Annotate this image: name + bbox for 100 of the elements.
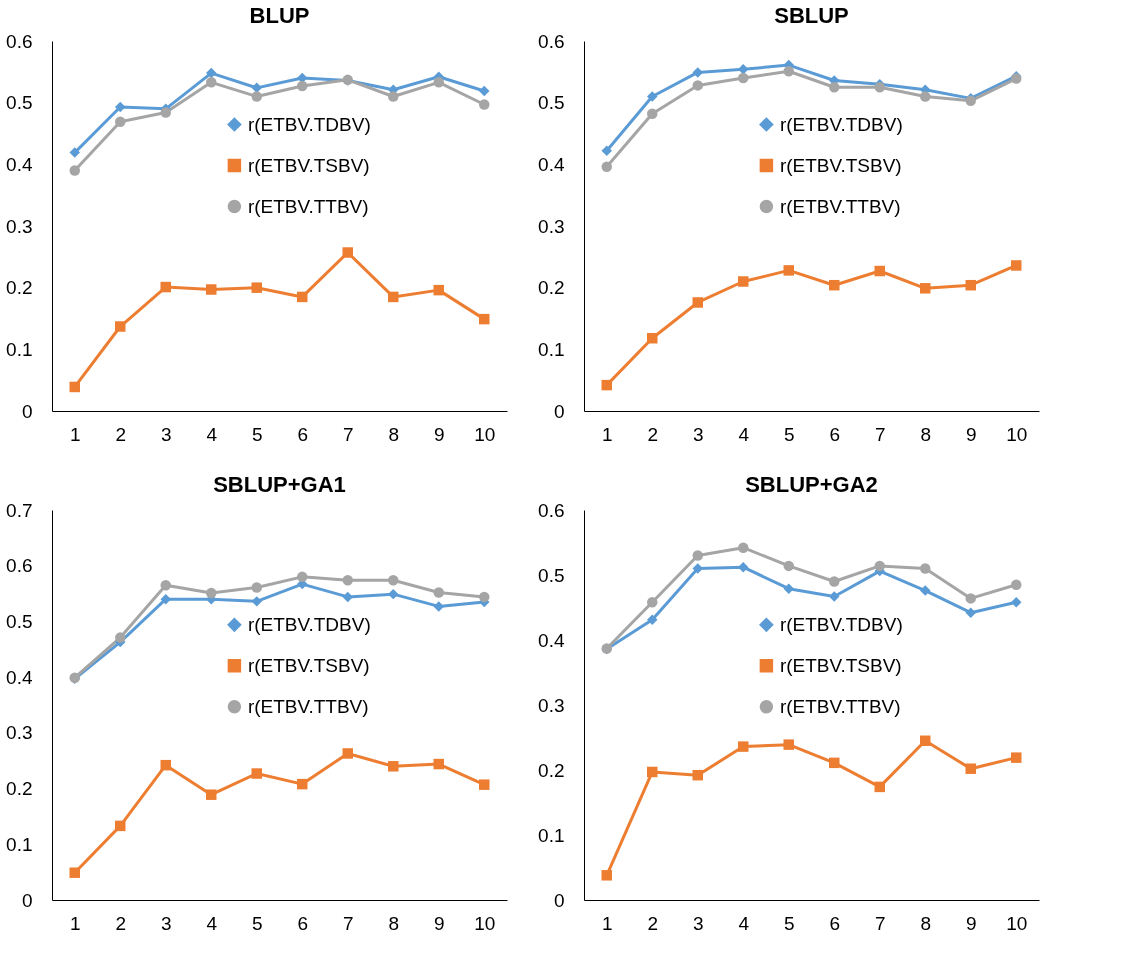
y-tick-label: 0 xyxy=(21,889,33,911)
y-tick-label: 0.2 xyxy=(538,759,565,781)
legend-label: r(ETBV.TDBV) xyxy=(779,113,903,135)
point xyxy=(647,332,658,344)
point xyxy=(251,282,262,293)
point xyxy=(69,165,80,176)
point xyxy=(115,632,126,643)
y-tick-label: 0.3 xyxy=(538,694,565,716)
x-tick-label: 2 xyxy=(647,912,659,934)
legend-label: r(ETBV.TTBV) xyxy=(779,695,901,717)
point xyxy=(115,820,126,832)
y-tick-label: 0.5 xyxy=(538,92,565,114)
point xyxy=(160,107,171,118)
point xyxy=(115,101,126,113)
y-tick-label: 0.6 xyxy=(6,30,33,52)
point xyxy=(647,91,658,102)
point xyxy=(251,768,262,779)
point xyxy=(965,763,976,774)
x-tick-label: 5 xyxy=(251,912,263,934)
point xyxy=(433,77,444,88)
x-tick-label: 9 xyxy=(433,912,445,934)
legend-label: r(ETBV.TTBV) xyxy=(247,195,369,217)
chart-title: SBLUP xyxy=(774,3,849,28)
legend-label: r(ETBV.TSBV) xyxy=(247,154,370,176)
point xyxy=(738,72,749,84)
x-tick-label: 2 xyxy=(115,423,127,445)
y-tick-label: 0.1 xyxy=(538,824,565,846)
y-tick-label: 0.1 xyxy=(6,338,33,360)
point xyxy=(783,739,794,750)
point xyxy=(206,67,217,79)
x-tick-label: 6 xyxy=(829,912,841,934)
point xyxy=(160,593,171,605)
point xyxy=(160,759,171,771)
point xyxy=(965,593,976,604)
chart-title: BLUP xyxy=(249,3,310,28)
x-tick-label: 5 xyxy=(783,912,795,934)
y-tick-label: 0 xyxy=(553,400,565,422)
legend-label: r(ETBV.TSBV) xyxy=(779,654,902,676)
x-tick-label: 2 xyxy=(647,423,659,445)
x-tick-label: 8 xyxy=(388,912,400,934)
legend-label: r(ETBV.TDBV) xyxy=(247,613,371,635)
point xyxy=(874,781,885,793)
point xyxy=(479,591,490,603)
y-tick-label: 0.4 xyxy=(538,153,565,175)
x-tick-label: 4 xyxy=(738,423,750,445)
y-tick-label: 0 xyxy=(21,400,33,422)
y-tick-label: 0.4 xyxy=(6,153,33,175)
point xyxy=(920,563,931,574)
y-tick-label: 0.7 xyxy=(6,499,33,521)
point xyxy=(601,145,612,157)
point xyxy=(738,561,749,573)
x-tick-label: 8 xyxy=(920,912,932,934)
point xyxy=(692,550,703,561)
point xyxy=(160,579,171,591)
legend-label: r(ETBV.TDBV) xyxy=(779,613,903,635)
point xyxy=(647,766,658,778)
point xyxy=(433,601,444,612)
point xyxy=(433,587,444,598)
point xyxy=(388,291,399,303)
y-tick-label: 0.5 xyxy=(538,564,565,586)
point xyxy=(647,108,658,119)
y-tick-label: 0.4 xyxy=(6,666,33,688)
x-tick-label: 1 xyxy=(69,912,81,934)
point xyxy=(251,582,262,593)
point xyxy=(433,284,444,296)
point xyxy=(692,67,703,78)
point xyxy=(297,80,308,92)
legend-label: r(ETBV.TTBV) xyxy=(779,195,901,217)
point xyxy=(388,761,399,772)
point xyxy=(738,542,749,553)
y-tick-label: 0.6 xyxy=(538,30,565,52)
point xyxy=(920,91,931,102)
point xyxy=(783,65,794,77)
x-tick-label: 9 xyxy=(433,423,445,445)
point xyxy=(829,591,840,602)
point xyxy=(692,80,703,91)
point xyxy=(829,279,840,291)
point xyxy=(251,596,262,607)
point xyxy=(160,281,171,293)
x-tick-label: 6 xyxy=(829,423,841,445)
x-tick-label: 4 xyxy=(206,423,218,445)
x-tick-label: 5 xyxy=(251,423,263,445)
chart-title: SBLUP+GA1 xyxy=(213,472,346,497)
point xyxy=(206,77,217,88)
point xyxy=(433,758,444,770)
point xyxy=(1011,260,1022,271)
point xyxy=(479,779,490,790)
x-tick-label: 3 xyxy=(692,423,704,445)
y-tick-label: 0.5 xyxy=(6,610,33,632)
point xyxy=(874,82,885,93)
point xyxy=(342,591,353,603)
point xyxy=(297,778,308,790)
y-tick-label: 0.2 xyxy=(6,277,33,299)
point xyxy=(479,99,490,110)
point xyxy=(829,757,840,769)
point xyxy=(647,614,658,626)
point xyxy=(206,284,217,295)
legend-label: r(ETBV.TDBV) xyxy=(247,113,371,135)
x-tick-label: 10 xyxy=(474,423,496,445)
x-tick-label: 7 xyxy=(342,912,354,934)
